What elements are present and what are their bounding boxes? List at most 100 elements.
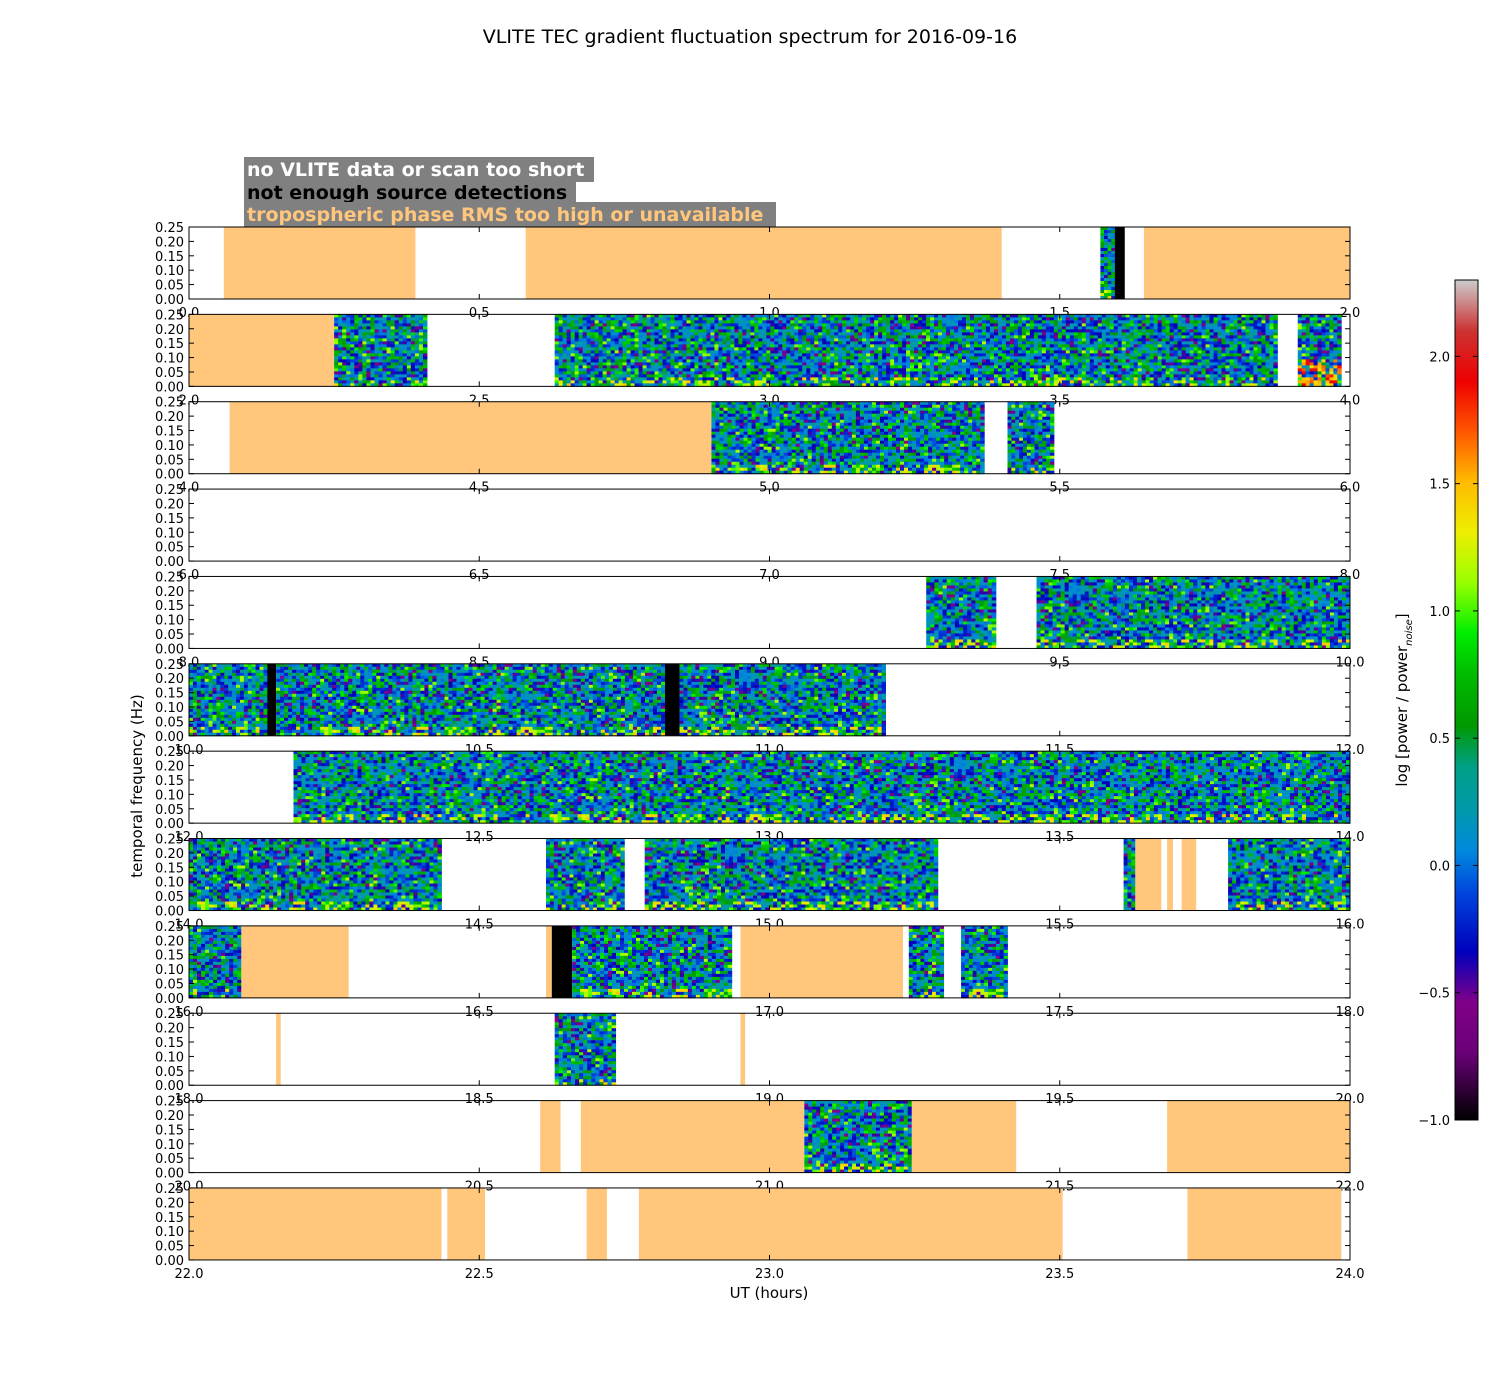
spectrum-cell <box>1033 323 1039 327</box>
spectrum-cell <box>1100 272 1105 276</box>
spectrum-cell <box>977 383 983 387</box>
spectrum-cell <box>622 332 627 336</box>
spectrum-cell <box>958 323 963 327</box>
spectrum-cell <box>1069 317 1075 321</box>
spectrum-cell <box>958 371 963 375</box>
spectrum-cell <box>977 320 983 324</box>
spectrum-cell <box>1221 359 1226 363</box>
spectrum-cell <box>858 338 863 342</box>
spectrum-cell <box>1209 368 1214 372</box>
spectrum-cell <box>750 329 755 333</box>
spectrum-cell <box>790 371 795 375</box>
spectrum-cell <box>1261 374 1266 378</box>
spectrum-cell <box>1097 338 1103 342</box>
spectrum-cell <box>1017 362 1023 366</box>
spectrum-cell <box>1241 368 1246 372</box>
spectrum-cell <box>1165 377 1171 381</box>
spectrum-cell <box>398 338 404 342</box>
spectrum-cell <box>594 383 600 387</box>
spectrum-cell <box>1093 380 1099 384</box>
spectrum-cell <box>1109 326 1115 330</box>
spectrum-cell <box>1177 332 1182 336</box>
spectrum-cell <box>678 365 683 369</box>
spectrum-cell <box>686 338 691 342</box>
spectrum-cell <box>969 371 975 375</box>
spectrum-cell <box>1213 353 1218 357</box>
spectrum-cell <box>578 359 584 363</box>
spectrum-cell <box>1001 320 1007 324</box>
tropo-rms-segment <box>1143 227 1350 299</box>
spectrum-cell <box>914 344 919 348</box>
spectrum-cell <box>354 326 359 330</box>
spectrum-cell <box>1205 365 1210 369</box>
spectrum-cell <box>989 374 995 378</box>
spectrum-cell <box>1253 368 1258 372</box>
spectrum-cell <box>1241 326 1246 330</box>
spectrum-cell <box>1104 266 1109 270</box>
spectrum-cell <box>954 347 959 351</box>
spectrum-cell <box>638 320 643 324</box>
spectrum-cell <box>754 353 759 357</box>
spectrum-cell <box>1109 320 1115 324</box>
spectrum-cell <box>1037 326 1043 330</box>
spectrum-cell <box>598 377 604 381</box>
spectrum-cell <box>910 362 915 366</box>
spectrum-cell <box>574 353 580 357</box>
spectrum-cell <box>754 362 759 366</box>
spectrum-cell <box>762 335 767 339</box>
spectrum-cell <box>1009 347 1015 351</box>
spectrum-cell <box>830 365 835 369</box>
spectrum-cell <box>922 332 927 336</box>
spectrum-cell <box>1109 362 1115 366</box>
spectrum-cell <box>578 335 584 339</box>
spectrum-cell <box>1104 260 1109 264</box>
spectrum-cell <box>734 380 739 384</box>
spectrum-cell <box>1153 374 1159 378</box>
spectrum-cell <box>1105 362 1111 366</box>
spectrum-cell <box>826 338 831 342</box>
spectrum-cell <box>942 371 947 375</box>
spectrum-cell <box>694 341 699 345</box>
spectrum-cell <box>902 365 907 369</box>
spectrum-cell <box>1029 332 1035 336</box>
spectrum-cell <box>382 323 388 327</box>
spectrum-cell <box>366 335 371 339</box>
spectrum-cell <box>1233 362 1238 366</box>
spectrum-cell <box>410 356 416 360</box>
spectrum-cell <box>678 329 683 333</box>
spectrum-cell <box>694 359 699 363</box>
spectrum-cell <box>870 365 875 369</box>
spectrum-cell <box>634 353 639 357</box>
spectrum-cell <box>1133 365 1139 369</box>
spectrum-cell <box>977 332 983 336</box>
spectrum-cell <box>1009 335 1015 339</box>
spectrum-cell <box>394 350 400 354</box>
spectrum-cell <box>1013 323 1019 327</box>
spectrum-cell <box>969 380 975 384</box>
spectrum-cell <box>654 377 659 381</box>
spectrum-cell <box>1041 383 1047 387</box>
spectrum-cell <box>354 380 359 384</box>
spectrum-cell <box>606 365 612 369</box>
spectrum-cell <box>334 323 339 327</box>
spectrum-cell <box>1229 323 1234 327</box>
spectrum-cell <box>1093 365 1099 369</box>
spectrum-cell <box>1117 350 1123 354</box>
spectrum-cell <box>410 320 416 324</box>
spectrum-cell <box>798 332 803 336</box>
spectrum-cell <box>718 347 723 351</box>
spectrum-cell <box>606 356 612 360</box>
spectrum-cell <box>750 344 755 348</box>
spectrum-cell <box>1201 380 1206 384</box>
spectrum-cell <box>1100 275 1105 279</box>
spectrum-cell <box>1093 335 1099 339</box>
spectrum-cell <box>362 323 367 327</box>
spectrum-cell <box>1205 320 1210 324</box>
spectrum-cell <box>1009 356 1015 360</box>
spectrum-cell <box>1173 335 1179 339</box>
spectrum-cell <box>1129 335 1135 339</box>
spectrum-cell <box>898 335 903 339</box>
spectrum-cell <box>662 383 667 387</box>
spectrum-cell <box>626 317 631 321</box>
